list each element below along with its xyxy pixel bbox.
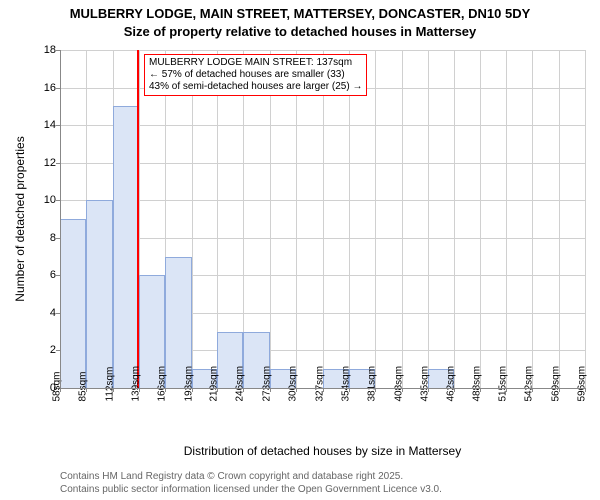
gridline-v (349, 50, 350, 388)
y-tick-label: 18 (30, 44, 56, 56)
chart-title-line1: MULBERRY LODGE, MAIN STREET, MATTERSEY, … (0, 6, 600, 21)
annotation-box: MULBERRY LODGE MAIN STREET: 137sqm← 57% … (144, 54, 367, 96)
histogram-bar (86, 200, 112, 388)
gridline-v (323, 50, 324, 388)
gridline-v (296, 50, 297, 388)
histogram-bar (60, 219, 86, 388)
y-tick-label: 12 (30, 157, 56, 169)
y-tick-label: 16 (30, 82, 56, 94)
y-axis-title: Number of detached properties (13, 119, 27, 319)
gridline-v (480, 50, 481, 388)
gridline-v (192, 50, 193, 388)
gridline-v (270, 50, 271, 388)
gridline-v (506, 50, 507, 388)
marker-line (137, 50, 139, 388)
gridline-v (428, 50, 429, 388)
gridline-v (585, 50, 586, 388)
footer-line2: Contains public sector information licen… (60, 484, 442, 495)
y-tick-label: 8 (30, 232, 56, 244)
chart-container: MULBERRY LODGE, MAIN STREET, MATTERSEY, … (0, 0, 600, 500)
x-axis-line (60, 388, 585, 389)
annotation-line3: 43% of semi-detached houses are larger (… (149, 81, 362, 93)
y-tick-label: 6 (30, 269, 56, 281)
footer-line1: Contains HM Land Registry data © Crown c… (60, 471, 403, 482)
y-tick-label: 10 (30, 194, 56, 206)
y-axis-line (60, 50, 61, 388)
plot-area (60, 50, 585, 388)
x-tick-mark (585, 388, 586, 392)
y-tick-label: 2 (30, 344, 56, 356)
gridline-v (375, 50, 376, 388)
x-axis-title: Distribution of detached houses by size … (60, 444, 585, 458)
annotation-line2: ← 57% of detached houses are smaller (33… (149, 69, 362, 81)
gridline-v (532, 50, 533, 388)
chart-title-line2: Size of property relative to detached ho… (0, 24, 600, 39)
histogram-bar (113, 106, 139, 388)
y-tick-label: 14 (30, 119, 56, 131)
gridline-v (559, 50, 560, 388)
gridline-v (454, 50, 455, 388)
annotation-line1: MULBERRY LODGE MAIN STREET: 137sqm (149, 57, 362, 69)
gridline-v (402, 50, 403, 388)
y-tick-label: 4 (30, 307, 56, 319)
